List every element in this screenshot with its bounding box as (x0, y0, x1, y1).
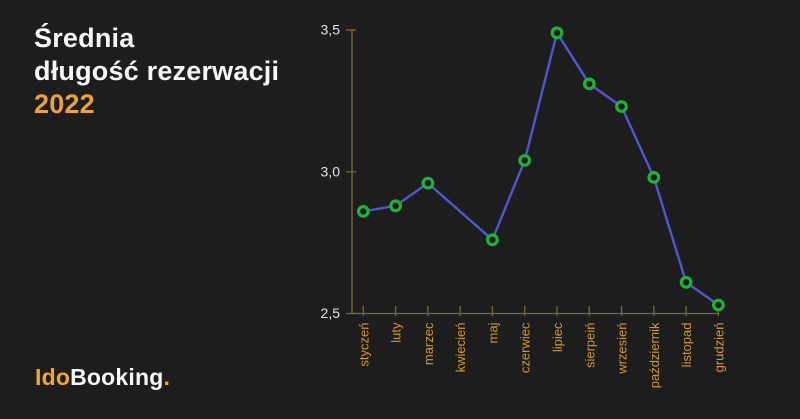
y-tick-label: 3,0 (321, 163, 341, 179)
logo-suffix: Booking (70, 364, 164, 390)
x-tick-label: luty (389, 322, 404, 343)
x-tick-label: maj (485, 322, 500, 343)
y-tick-label: 2,5 (321, 305, 341, 321)
data-line (363, 31, 720, 306)
x-tick-label: marzec (421, 322, 436, 365)
x-tick-label: czerwiec (518, 322, 533, 373)
data-point-marker (679, 275, 693, 289)
title-year: 2022 (34, 89, 95, 119)
x-tick-label: październik (647, 322, 662, 388)
data-point-marker (518, 153, 532, 167)
y-tick-label: 3,5 (321, 22, 341, 38)
data-point-marker (421, 176, 435, 190)
data-point-marker (647, 170, 661, 184)
data-point-marker (582, 77, 596, 91)
x-tick-label: wrzesień (615, 323, 630, 375)
data-point-marker (389, 199, 403, 213)
x-tick-label: lipiec (550, 322, 565, 352)
idobooking-logo: IdoBooking. (35, 364, 170, 391)
x-tick-label: sierpeiń (582, 323, 597, 369)
x-tick-label: kwiecień (453, 323, 468, 373)
logo-prefix: Ido (35, 364, 71, 390)
data-point-marker (712, 298, 725, 312)
data-point-marker (615, 100, 628, 113)
data-point-marker (550, 26, 564, 40)
logo-dot: . (163, 364, 171, 390)
page-title: Średnia długość rezerwacji 2022 (34, 22, 279, 121)
x-tick-label: grudzień (711, 323, 726, 373)
title-line-2: długość rezerwacji (34, 56, 280, 86)
data-point-marker (486, 233, 499, 247)
title-line-1: Średnia (34, 23, 135, 53)
data-point-marker (356, 204, 370, 218)
x-tick-label: listopad (679, 323, 694, 368)
x-tick-label: styczeń (356, 323, 371, 367)
